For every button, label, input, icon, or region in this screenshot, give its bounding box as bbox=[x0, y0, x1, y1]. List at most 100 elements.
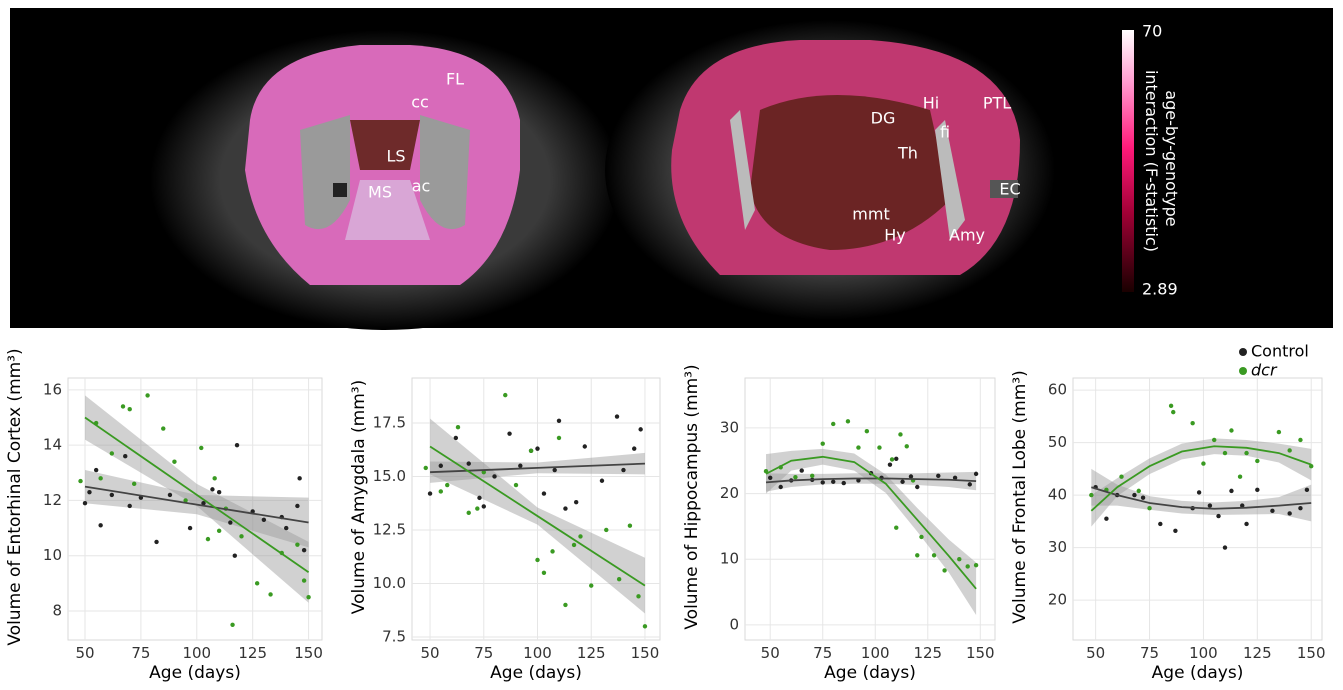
data-point bbox=[161, 426, 165, 430]
data-point bbox=[1173, 529, 1177, 533]
region-label: FL bbox=[446, 70, 464, 89]
y-tick-label: 16 bbox=[43, 380, 62, 398]
data-point bbox=[235, 443, 239, 447]
data-point bbox=[846, 419, 850, 423]
x-tick-label: 150 bbox=[631, 644, 660, 662]
y-tick-label: 12 bbox=[43, 491, 62, 509]
data-point bbox=[284, 526, 288, 530]
data-point bbox=[1305, 488, 1309, 492]
data-point bbox=[1229, 428, 1233, 432]
data-point bbox=[894, 526, 898, 530]
x-tick-label: 50 bbox=[421, 644, 440, 662]
data-point bbox=[1158, 522, 1162, 526]
data-point bbox=[454, 436, 458, 440]
data-point bbox=[888, 462, 892, 466]
data-point bbox=[428, 491, 432, 495]
data-point bbox=[542, 571, 546, 575]
data-point bbox=[1287, 511, 1291, 515]
data-point bbox=[302, 548, 306, 552]
brain-region bbox=[333, 183, 347, 197]
region-label: mmt bbox=[852, 205, 889, 224]
colorbar-label-line: age-by-genotype bbox=[1162, 90, 1181, 226]
region-label: DG bbox=[871, 109, 896, 128]
region-label: Th bbox=[897, 144, 918, 163]
x-tick-label: 150 bbox=[966, 644, 995, 662]
y-tick-label: 12.5 bbox=[373, 520, 406, 538]
data-point bbox=[779, 485, 783, 489]
y-tick-label: 7.5 bbox=[382, 628, 406, 646]
data-point bbox=[965, 564, 969, 568]
y-tick-label: 14 bbox=[43, 436, 62, 454]
data-point bbox=[233, 554, 237, 558]
data-point bbox=[915, 553, 919, 557]
data-point bbox=[632, 446, 636, 450]
data-point bbox=[535, 558, 539, 562]
data-point bbox=[1208, 503, 1212, 507]
data-point bbox=[514, 483, 518, 487]
data-point bbox=[295, 504, 299, 508]
data-point bbox=[894, 457, 898, 461]
x-tick-label: 100 bbox=[182, 644, 211, 662]
y-tick-label: 30 bbox=[720, 418, 739, 436]
data-point bbox=[1216, 514, 1220, 518]
data-point bbox=[78, 479, 82, 483]
data-point bbox=[1089, 493, 1093, 497]
x-axis-label: Age (days) bbox=[149, 663, 241, 683]
data-point bbox=[1132, 493, 1136, 497]
y-tick-label: 8 bbox=[52, 601, 62, 619]
y-axis-label: Volume of Entorhinal Cortex (mm³) bbox=[5, 348, 25, 645]
x-tick-label: 100 bbox=[861, 644, 890, 662]
data-point bbox=[617, 577, 621, 581]
data-point bbox=[1141, 496, 1145, 500]
y-tick-label: 50 bbox=[1048, 433, 1067, 451]
data-point bbox=[1277, 430, 1281, 434]
data-point bbox=[439, 464, 443, 468]
data-point bbox=[1255, 459, 1259, 463]
data-point bbox=[1244, 522, 1248, 526]
data-point bbox=[638, 427, 642, 431]
data-point bbox=[563, 506, 567, 510]
data-point bbox=[589, 583, 593, 587]
data-point bbox=[297, 476, 301, 480]
x-tick-label: 125 bbox=[577, 644, 606, 662]
data-point bbox=[456, 425, 460, 429]
region-label: LS bbox=[386, 147, 405, 166]
data-point bbox=[1147, 506, 1151, 510]
data-point bbox=[1169, 404, 1173, 408]
data-point bbox=[1229, 489, 1233, 493]
y-axis-label: Volume of Amygdala (mm³) bbox=[349, 380, 369, 614]
data-point bbox=[128, 504, 132, 508]
data-point bbox=[936, 474, 940, 478]
y-tick-label: 0 bbox=[729, 615, 739, 633]
plot-area bbox=[745, 378, 995, 640]
region-label: PTL bbox=[983, 94, 1011, 113]
data-point bbox=[578, 534, 582, 538]
y-axis-label: Volume of Frontal Lobe (mm³) bbox=[1010, 370, 1030, 623]
data-point bbox=[518, 464, 522, 468]
data-point bbox=[255, 581, 259, 585]
data-point bbox=[535, 446, 539, 450]
data-point bbox=[206, 537, 210, 541]
colorbar-tick-label: 70 bbox=[1142, 22, 1162, 41]
figure: FL cc LS MS ac DG Hi PTL fi Th EC mmt Hy… bbox=[0, 0, 1343, 686]
data-point bbox=[87, 490, 91, 494]
data-point bbox=[230, 623, 234, 627]
data-point bbox=[890, 457, 894, 461]
x-tick-label: 50 bbox=[1086, 644, 1105, 662]
data-point bbox=[604, 528, 608, 532]
legend-label: dcr bbox=[1251, 361, 1278, 380]
data-point bbox=[1201, 461, 1205, 465]
x-tick-label: 75 bbox=[1140, 644, 1159, 662]
data-point bbox=[550, 549, 554, 553]
data-point bbox=[552, 468, 556, 472]
data-point bbox=[1270, 509, 1274, 513]
region-label: Amy bbox=[949, 226, 985, 245]
region-label: Hi bbox=[923, 94, 939, 113]
region-label: cc bbox=[411, 93, 429, 112]
x-tick-label: 100 bbox=[1189, 644, 1218, 662]
data-point bbox=[188, 526, 192, 530]
data-point bbox=[932, 553, 936, 557]
x-tick-label: 75 bbox=[813, 644, 832, 662]
data-point bbox=[306, 595, 310, 599]
y-axis-label: Volume of Hippocampus (mm³) bbox=[682, 364, 702, 629]
